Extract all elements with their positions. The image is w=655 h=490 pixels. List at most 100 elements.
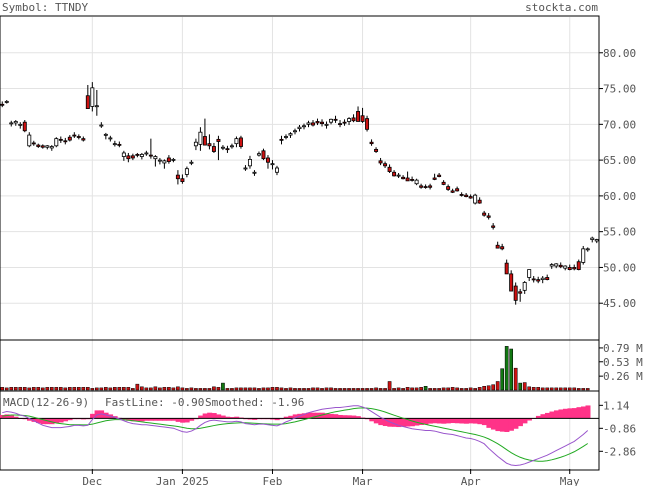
volume-bar [185, 388, 189, 391]
macd-histogram-bar [400, 418, 406, 427]
candle [410, 176, 415, 182]
candle [103, 132, 108, 140]
macd-histogram-bar [162, 418, 168, 421]
macd-histogram-bar [369, 418, 375, 422]
candle [279, 135, 284, 145]
candle [504, 259, 509, 275]
volume-bar [347, 388, 351, 391]
candle [45, 145, 50, 150]
volume-tick-label: 0.53 M [603, 356, 643, 369]
volume-bar [401, 388, 405, 391]
volume-bar [85, 387, 90, 391]
candle-body [455, 188, 460, 192]
macd-fastline-label: FastLine: -0.90 [105, 396, 204, 409]
volume-bar [491, 384, 495, 391]
volume-bar [482, 386, 486, 391]
candle [67, 135, 72, 142]
candle [229, 143, 234, 149]
x-tick-label: Dec [82, 475, 102, 486]
volume-bar [63, 387, 68, 391]
volume-bar [329, 387, 333, 391]
candle-body [311, 122, 315, 126]
volume-bar [257, 388, 261, 391]
candle-body [518, 291, 523, 294]
macd-histogram-bar [382, 418, 388, 427]
macd-histogram-bar [576, 407, 582, 419]
volume-bar [162, 387, 167, 391]
volume-bar [49, 387, 54, 391]
candle [527, 269, 532, 282]
volume-bar [194, 388, 198, 391]
candle-body [486, 215, 491, 218]
candle [585, 247, 590, 252]
candle [378, 157, 383, 166]
volume-bar [558, 387, 563, 391]
macd-histogram-bar [346, 415, 352, 419]
volume-bar [486, 385, 491, 391]
macd-histogram-bar [130, 418, 136, 422]
candle [495, 241, 500, 249]
candle-body [522, 282, 527, 291]
macd-histogram-bar [229, 417, 235, 419]
volume-bar [464, 388, 468, 391]
price-tick-label: 75.00 [603, 83, 636, 96]
candle-body [302, 125, 306, 128]
candle-body [374, 148, 379, 152]
candle [590, 236, 595, 243]
volume-bar [455, 387, 459, 391]
volume-bar [423, 386, 428, 391]
candle [419, 183, 424, 189]
volume-bar [509, 348, 514, 391]
candle-body [36, 144, 41, 147]
candle [54, 137, 59, 148]
volume-bar [131, 388, 135, 391]
volume-bar [576, 388, 581, 391]
volume-bar [365, 388, 369, 391]
candle-body [85, 95, 90, 109]
volume-bar [122, 387, 126, 391]
candle [157, 157, 162, 165]
macd-panel-border [0, 390, 600, 471]
candle-body [329, 118, 334, 123]
macd-histogram-bar [522, 418, 528, 424]
macd-histogram-bar [144, 418, 150, 421]
candle-body [473, 194, 478, 204]
candle-body [9, 122, 14, 125]
brand-label[interactable]: stockta.com [525, 1, 598, 14]
macd-histogram-bar [274, 418, 280, 421]
volume-bar [108, 387, 113, 391]
macd-histogram-bar [81, 418, 87, 420]
candle [13, 120, 18, 126]
candle-body [495, 244, 500, 249]
candle-body [369, 141, 374, 145]
candle [153, 155, 158, 167]
volume-bar [540, 387, 545, 391]
candle [270, 160, 275, 170]
macd-histogram-bar [171, 418, 177, 421]
macd-histogram-bar [499, 418, 505, 432]
candle-body [130, 155, 135, 159]
volume-bar [563, 387, 568, 391]
candle-body [554, 263, 559, 267]
volume-bar [117, 387, 122, 391]
volume-bar [369, 388, 374, 391]
candle-body [365, 118, 370, 130]
macd-histogram-bar [301, 413, 307, 419]
volume-bar [140, 386, 144, 391]
volume-bar [149, 387, 153, 391]
volume-bar [275, 387, 279, 391]
volume-bar [554, 387, 559, 391]
candle-body [459, 194, 464, 196]
volume-bar [315, 387, 320, 391]
macd-histogram-bar [189, 418, 195, 421]
candle [320, 119, 324, 127]
macd-title: MACD(12-26-9) [3, 396, 89, 409]
volume-bar [356, 388, 360, 391]
candle [459, 192, 464, 197]
x-tick-label: Mar [353, 475, 373, 486]
candle [9, 120, 14, 127]
volume-bar [572, 387, 577, 391]
volume-bar [104, 387, 108, 391]
candle-body [401, 176, 406, 180]
macd-histogram-bar [216, 414, 222, 419]
